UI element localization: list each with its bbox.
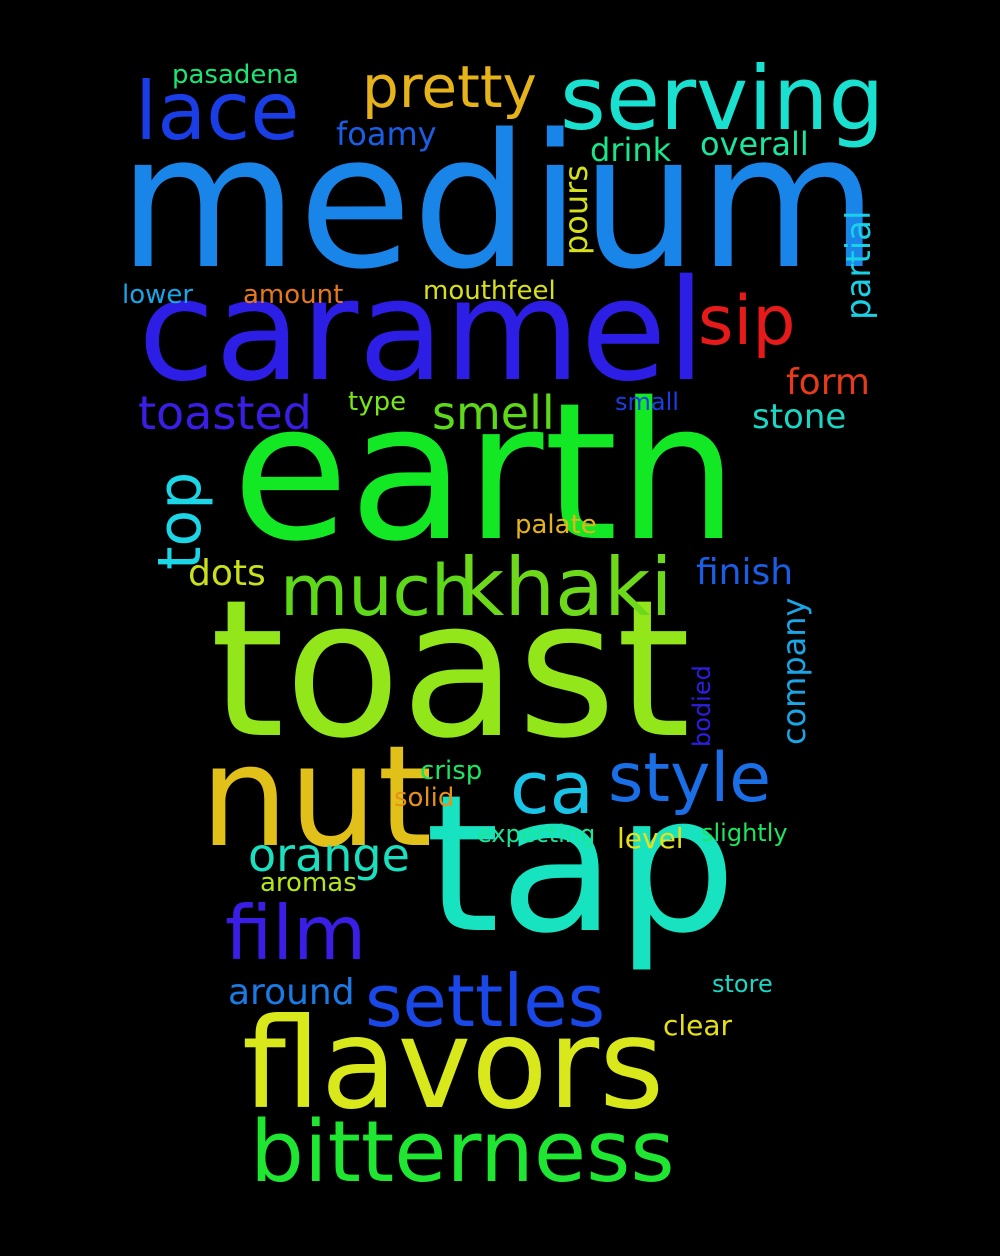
word-bodied: bodied — [688, 665, 716, 747]
word-around: around — [228, 972, 355, 1013]
word-drink: drink — [590, 131, 672, 169]
word-foamy: foamy — [336, 115, 437, 153]
word-crisp: crisp — [420, 756, 483, 786]
word-pretty: pretty — [362, 53, 537, 121]
word-khaki: khaki — [458, 541, 673, 634]
word-caramel: caramel — [138, 250, 706, 413]
word-amount: amount — [243, 280, 344, 310]
word-much: much — [280, 550, 476, 632]
word-orange: orange — [248, 828, 410, 882]
word-palate: palate — [515, 510, 597, 540]
word-film: film — [225, 889, 367, 977]
word-small: small — [615, 388, 679, 416]
word-stone: stone — [752, 397, 847, 437]
word-form: form — [786, 362, 870, 403]
word-bitterness: bitterness — [250, 1103, 675, 1202]
word-dots: dots — [188, 553, 266, 594]
word-nut: nut — [200, 716, 433, 879]
word-sip: sip — [698, 282, 796, 361]
word-store: store — [712, 970, 773, 998]
word-clear: clear — [663, 1009, 733, 1042]
word-expecting: expecting — [477, 820, 596, 848]
word-partial: partial — [839, 210, 879, 320]
word-mouthfeel: mouthfeel — [423, 276, 556, 306]
word-company: company — [775, 597, 813, 745]
word-serving: serving — [560, 47, 885, 150]
word-earth: earth — [232, 362, 739, 583]
word-toasted: toasted — [138, 386, 312, 440]
word-pours: pours — [557, 165, 595, 255]
word-settles: settles — [365, 959, 606, 1043]
word-lace: lace — [135, 65, 300, 158]
word-aromas: aromas — [260, 868, 357, 898]
word-finish: finish — [696, 552, 794, 593]
word-medium: medium — [118, 94, 879, 310]
word-level: level — [617, 822, 684, 855]
word-slightly: slightly — [701, 819, 788, 847]
word-flavors: flavors — [242, 992, 665, 1137]
word-tap: tap — [425, 754, 737, 975]
word-toast: toast — [210, 559, 691, 780]
word-overall: overall — [700, 125, 809, 163]
word-ca: ca — [510, 746, 594, 830]
word-lower: lower — [122, 280, 194, 310]
word-style: style — [608, 739, 772, 818]
word-smell: smell — [432, 386, 555, 440]
word-solid: solid — [394, 783, 455, 813]
word-pasadena: pasadena — [172, 60, 299, 90]
word-type: type — [348, 387, 407, 417]
